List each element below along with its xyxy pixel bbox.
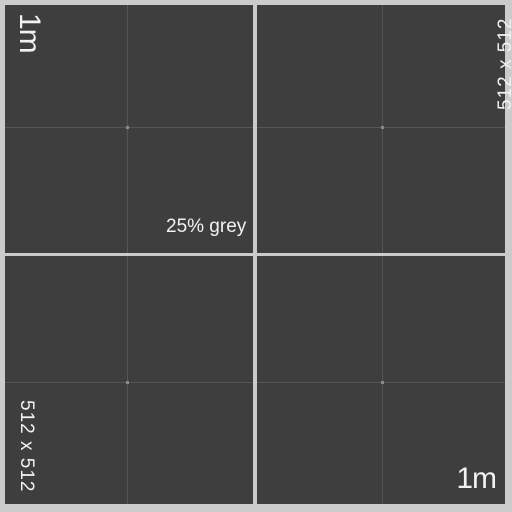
- grid-marker: [381, 126, 384, 129]
- grid-marker: [126, 381, 129, 384]
- grid-line-vertical: [382, 256, 383, 504]
- grey-value-label: 25% grey: [166, 217, 246, 236]
- grid-line-vertical: [127, 256, 128, 504]
- grid-line-horizontal: [5, 127, 253, 128]
- grid-line-vertical: [382, 5, 383, 253]
- grid-marker: [126, 126, 129, 129]
- scale-label-bottom-right: 1m: [456, 464, 496, 494]
- grid-line-horizontal: [5, 382, 253, 383]
- size-label-top-right: 512 x 512: [496, 18, 512, 110]
- grid-marker: [381, 381, 384, 384]
- size-label-bottom-left: 512 x 512: [17, 400, 36, 492]
- grid-line-vertical: [127, 5, 128, 253]
- quadrant-bottom-left: [5, 256, 253, 504]
- quadrant-top-right: [257, 5, 505, 253]
- scale-label-top-left: 1m: [14, 13, 44, 53]
